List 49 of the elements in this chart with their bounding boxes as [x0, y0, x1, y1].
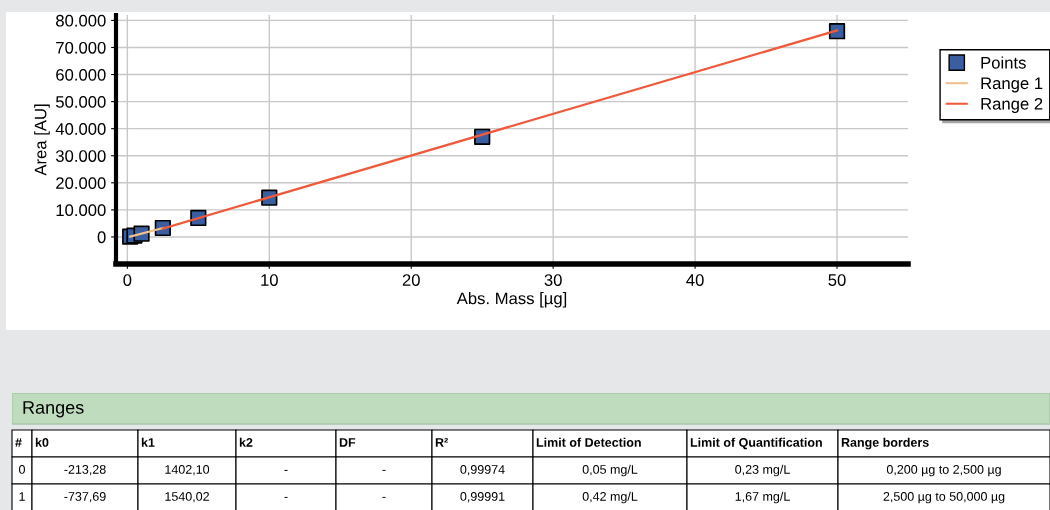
- y-tick-label: 60.000: [56, 68, 106, 81]
- x-tick-label: 50: [828, 274, 846, 286]
- x-tick-label: 40: [686, 274, 704, 286]
- text: -: [382, 469, 386, 471]
- text: 1402,10: [165, 465, 210, 476]
- category-label: R²: [435, 438, 448, 447]
- category-label: k0: [35, 437, 49, 447]
- text: 1540,02: [165, 492, 209, 503]
- text: 1: [19, 492, 25, 501]
- text: 0,99974: [460, 465, 505, 476]
- y-tick-label: 70.000: [56, 41, 106, 54]
- x-tick-label: 0: [123, 274, 132, 286]
- text: 1,67 mg/L: [735, 491, 790, 504]
- y-tick-label: 20.000: [56, 177, 106, 190]
- text: 0,200 µg to 2,500 µg: [886, 465, 1001, 477]
- x-tick-label: 10: [261, 274, 278, 286]
- text: 0,42 mg/L: [582, 491, 638, 504]
- text: -: [284, 469, 288, 471]
- text: 0: [19, 465, 25, 474]
- y-tick-label: 30.000: [55, 150, 106, 162]
- category-label: #: [15, 438, 22, 447]
- category-label: Limit of Detection: [536, 437, 641, 447]
- category-label: k2: [239, 437, 253, 447]
- text: 0,23 mg/L: [735, 464, 790, 477]
- text: Ranges: [23, 401, 84, 418]
- text: -213,28: [64, 465, 106, 476]
- x-tick-label: 20: [402, 274, 420, 286]
- y-tick-label: 50.000: [55, 96, 106, 108]
- text: -737,69: [64, 492, 106, 503]
- x-axis-title: Abs. Mass [µg]: [456, 292, 567, 308]
- text: -: [284, 496, 288, 498]
- point: [828, 23, 846, 40]
- y-axis-title: Area [AU]: [34, 104, 50, 176]
- text: 2,500 µg to 50,000 µg: [883, 492, 1005, 504]
- category-label: Limit of Quantification: [690, 437, 822, 450]
- legend-label: Range 1: [981, 77, 1043, 93]
- legend-label: Points: [981, 56, 1026, 69]
- y-tick-label: 0: [97, 231, 106, 244]
- text: -: [382, 496, 386, 498]
- category-label: DF: [339, 438, 356, 447]
- text: 0,05 mg/L: [582, 464, 638, 477]
- x-tick-label: 30: [544, 274, 562, 286]
- y-tick-label: 40.000: [55, 123, 106, 135]
- legend-label: Range 2: [981, 97, 1043, 114]
- category-label: k1: [141, 437, 155, 447]
- category-label: Range borders: [841, 437, 929, 450]
- y-tick-label: 10.000: [56, 204, 106, 217]
- text: 0,99991: [460, 492, 505, 503]
- y-tick-label: 80.000: [56, 14, 106, 27]
